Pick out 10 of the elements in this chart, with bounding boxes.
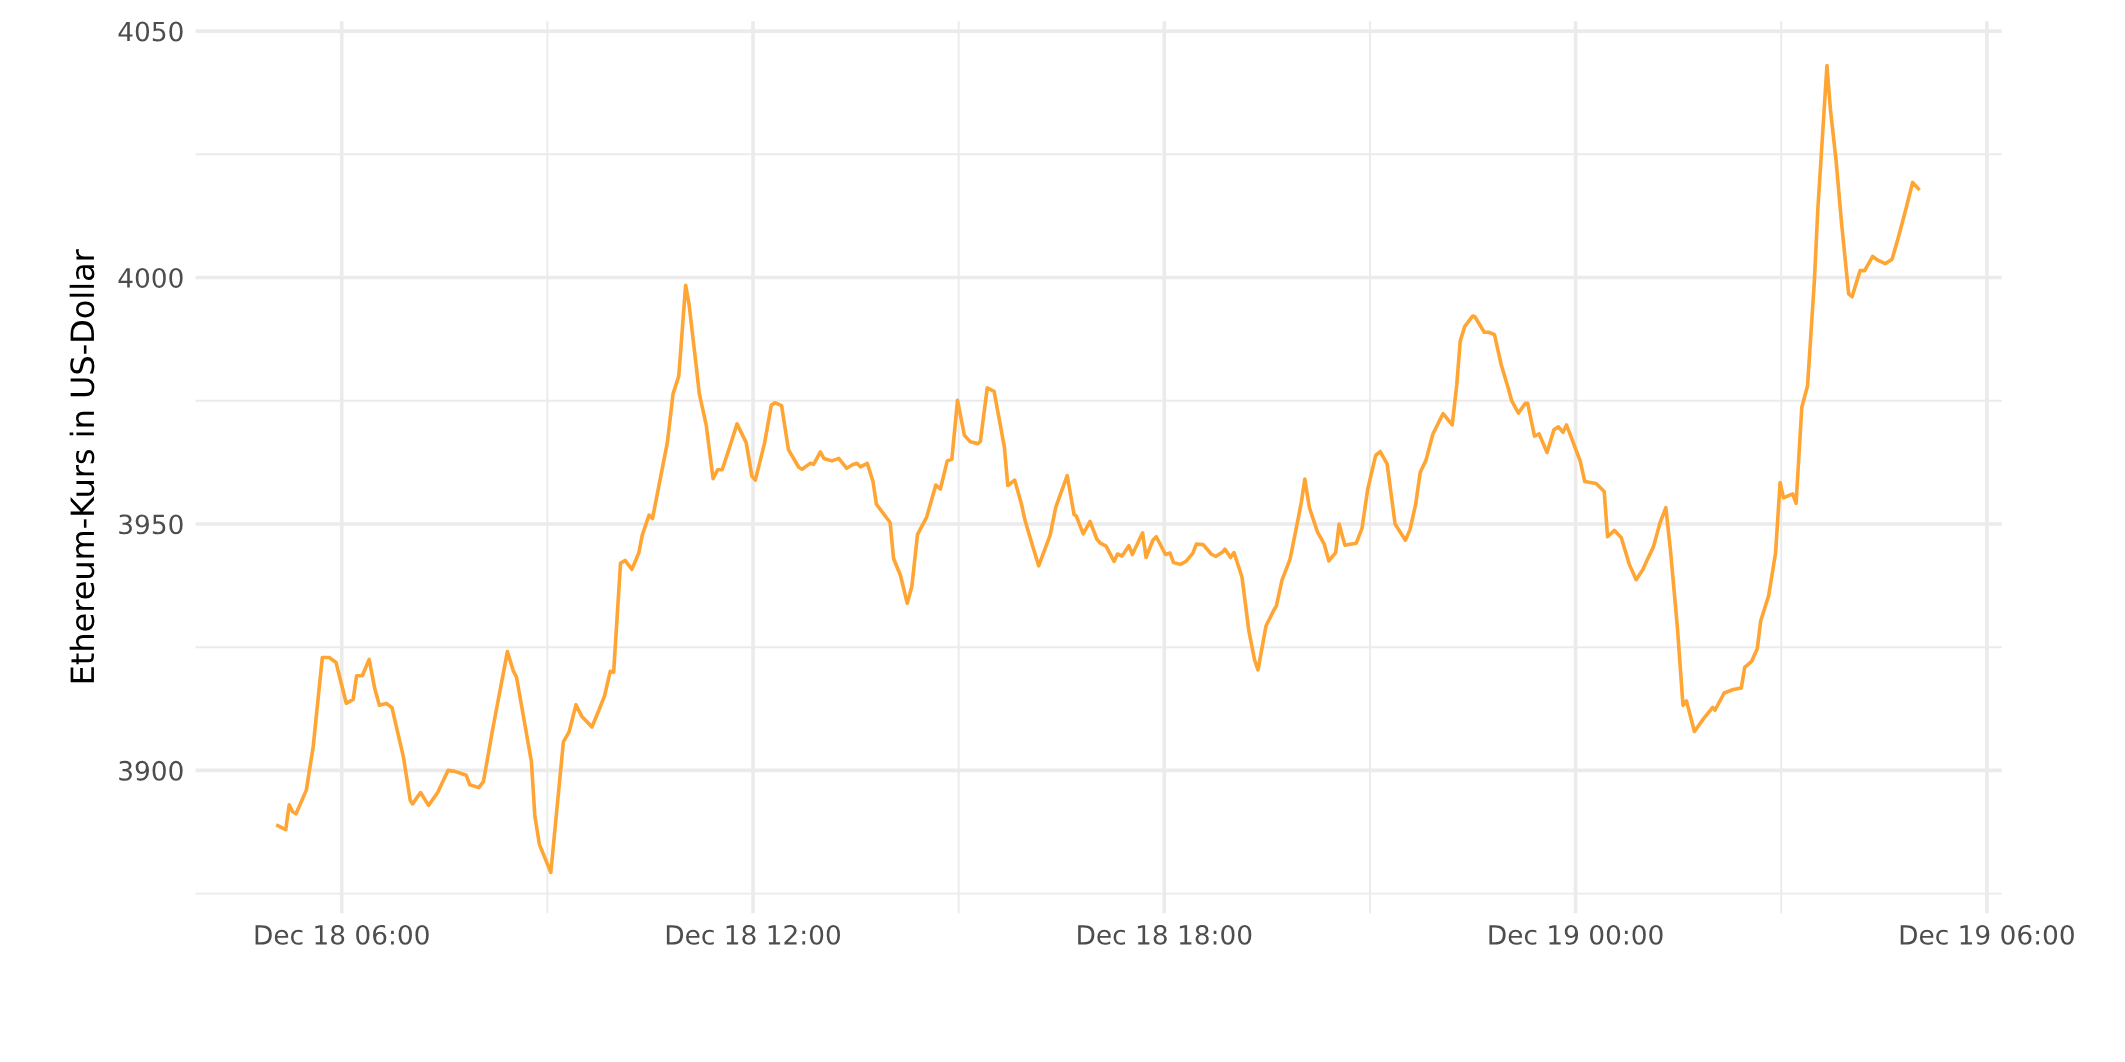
x-tick-label: Dec 19 00:00: [1489, 924, 1663, 945]
x-tick-label: Dec 19 06:00: [1900, 924, 2074, 945]
y-tick-label: 3900: [119, 760, 183, 781]
y-tick-label: 3950: [119, 514, 183, 535]
x-tick-label: Dec 18 06:00: [255, 924, 429, 945]
y-tick-label: 4050: [118, 21, 183, 42]
x-tick-label: Dec 18 18:00: [1078, 924, 1252, 945]
y-tick-label: 4000: [118, 267, 183, 288]
y-axis-title: Ethereum-Kurs in US-Dollar: [69, 249, 95, 683]
x-tick-label: Dec 18 12:00: [666, 924, 841, 945]
